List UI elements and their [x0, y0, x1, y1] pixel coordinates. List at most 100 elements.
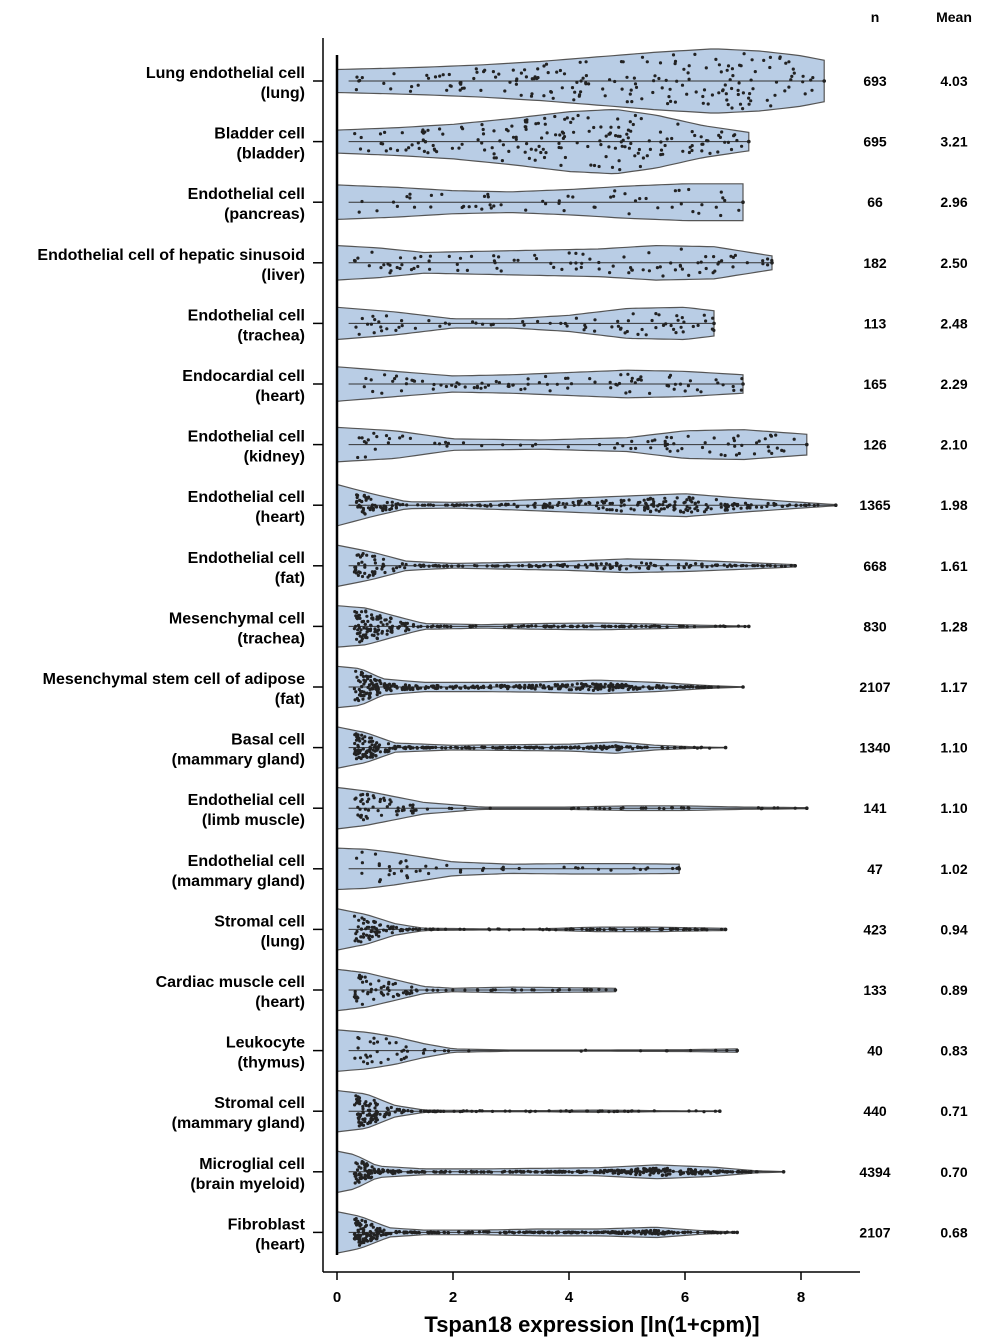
data-point [608, 271, 612, 275]
data-point [716, 685, 720, 689]
data-point [358, 1176, 362, 1180]
data-point [385, 500, 389, 505]
data-point [413, 256, 417, 260]
data-point [600, 747, 605, 751]
data-point [624, 391, 628, 395]
data-point [620, 746, 624, 750]
data-point [379, 325, 383, 329]
data-point [464, 1170, 468, 1174]
data-point [716, 150, 720, 154]
data-point [611, 264, 615, 268]
data-point [498, 139, 502, 143]
data-point [359, 935, 364, 939]
data-point [416, 264, 420, 269]
data-point [357, 1117, 361, 1121]
data-point [728, 78, 732, 82]
n-value: 141 [863, 800, 887, 816]
data-point [369, 497, 373, 501]
data-point [385, 805, 389, 809]
data-point [358, 616, 362, 621]
data-point [375, 690, 380, 694]
data-point [404, 382, 408, 386]
data-point [513, 988, 517, 992]
data-point [723, 140, 727, 144]
data-point [409, 1169, 413, 1173]
data-point [794, 504, 798, 508]
data-point [382, 1232, 386, 1237]
data-point [585, 625, 589, 629]
data-point [364, 495, 368, 500]
data-point [387, 749, 391, 753]
data-point [507, 625, 511, 629]
data-point [720, 130, 724, 134]
data-point [469, 254, 474, 258]
data-point [365, 691, 369, 695]
data-point [617, 745, 621, 749]
data-point [653, 438, 657, 442]
data-point [420, 503, 425, 507]
data-point [445, 503, 449, 507]
violin-row: Leukocyte(thymus)40 0.83 [226, 1029, 968, 1072]
data-point [637, 147, 642, 152]
data-point [661, 503, 665, 507]
data-point [673, 100, 678, 104]
data-point [366, 322, 370, 326]
violin-row: Fibroblast(heart)2107 0.68 [228, 1210, 968, 1254]
data-point [405, 626, 409, 631]
data-point [360, 693, 364, 698]
data-point [688, 927, 692, 931]
data-point [687, 495, 691, 499]
data-point [701, 94, 705, 99]
data-point [372, 1167, 376, 1171]
data-point [501, 143, 505, 147]
data-point [487, 1170, 491, 1174]
data-point [571, 195, 575, 199]
data-point [357, 332, 361, 336]
data-point [732, 388, 736, 392]
data-point [357, 1243, 362, 1247]
data-point [721, 624, 726, 628]
data-point [592, 163, 597, 168]
data-point [368, 1054, 373, 1058]
data-point [662, 500, 666, 504]
data-point [756, 563, 760, 568]
data-point [441, 132, 445, 136]
data-point [638, 1170, 642, 1174]
data-point [368, 1040, 372, 1044]
data-point [591, 682, 595, 686]
max-point [747, 624, 751, 629]
data-point [753, 564, 757, 568]
data-point [583, 323, 587, 327]
data-point [379, 1061, 383, 1065]
data-point [687, 64, 691, 68]
data-point [353, 747, 357, 751]
data-point [627, 498, 631, 502]
max-point [834, 503, 838, 508]
data-point [643, 1232, 647, 1236]
data-point [733, 563, 737, 568]
data-point [364, 1103, 368, 1107]
data-point [379, 616, 383, 620]
data-point [545, 131, 549, 135]
data-point [569, 382, 574, 386]
data-point [569, 1231, 573, 1235]
data-point [420, 1169, 424, 1174]
mean-value: 0.70 [940, 1164, 967, 1180]
data-point [503, 89, 507, 93]
data-point [363, 735, 367, 739]
data-point [793, 806, 797, 810]
data-point [373, 683, 377, 687]
data-point [591, 927, 595, 932]
data-point [704, 503, 708, 507]
data-point [712, 436, 716, 440]
data-point [607, 1110, 611, 1114]
data-point [510, 124, 514, 128]
data-point [541, 199, 545, 203]
data-point [597, 164, 601, 169]
data-point [401, 991, 405, 995]
data-point [536, 121, 541, 125]
data-point [528, 1110, 532, 1114]
data-point [478, 1109, 482, 1113]
data-point [363, 975, 367, 979]
data-point [685, 92, 689, 96]
